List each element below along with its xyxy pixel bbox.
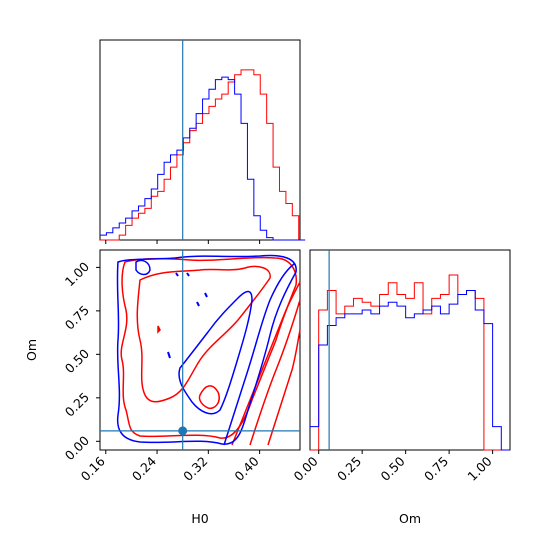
om-x-tick-label-5: 1.00 (464, 453, 494, 483)
h0-histogram-series-2 (100, 76, 306, 241)
contour-red-inner (136, 265, 271, 403)
contour-red-edge-3 (267, 329, 301, 446)
h0-histogram-series-1 (100, 69, 306, 241)
contour-truth-point (178, 426, 188, 436)
contour-y-ticks: 0.00 0.25 0.50 0.75 1.00 (62, 259, 100, 463)
om-histogram-panel: 0.00 0.25 0.50 0.75 1.00 Om (291, 249, 511, 526)
contour-blue-inner (178, 290, 253, 415)
h0-histogram-frame (99, 39, 301, 241)
contour-y-tick-label-3: 0.50 (62, 346, 92, 376)
y-axis-label-om: Om (24, 339, 39, 361)
h0-histogram-series (100, 40, 306, 241)
contour-blue-island (135, 259, 151, 276)
contour-red-edge-2 (249, 299, 301, 446)
contour-blue-dot-4 (196, 301, 200, 307)
contour-lines (116, 254, 301, 446)
contour-x-tick-label-4: 0.40 (231, 453, 261, 483)
contour-blue-dot-1 (175, 272, 179, 277)
om-histogram-series-2 (310, 290, 510, 451)
om-x-tick-label-2: 0.25 (334, 454, 364, 484)
contour-red-island (198, 385, 220, 410)
om-x-tick-label-1: 0.00 (291, 453, 321, 483)
contour-y-tick-label-4: 0.75 (62, 302, 92, 332)
contour-red-outer (120, 256, 298, 439)
x-axis-label-h0: H0 (191, 511, 208, 526)
contour-blue-dot-2 (186, 272, 190, 277)
contour-blue-dot-3 (204, 292, 208, 298)
om-histogram-series (310, 250, 510, 451)
contour-y-tick-label-1: 0.00 (62, 433, 92, 463)
om-histogram-frame (309, 249, 511, 451)
om-x-tick-label-4: 0.75 (421, 454, 451, 484)
om-histogram-series-1 (310, 274, 510, 451)
contour-x-tick-label-1: 0.16 (78, 453, 108, 483)
contour-truth-markers (100, 250, 300, 450)
contour-frame (99, 249, 301, 451)
h0-om-contour-panel: 0.16 0.24 0.32 0.40 0.00 0.25 0.50 0.75 1.00 H0… (24, 249, 301, 526)
om-histogram-x-ticks: 0.00 0.25 0.50 0.75 1.00 (291, 450, 495, 484)
x-axis-label-om: Om (399, 511, 421, 526)
contour-blue-dot-5 (167, 351, 171, 359)
contour-y-tick-label-5: 1.00 (62, 259, 92, 289)
contour-blue-edge (223, 263, 295, 446)
om-x-tick-label-3: 0.50 (377, 453, 407, 483)
h0-histogram-tick-marks (105, 240, 261, 244)
contour-x-tick-label-2: 0.24 (129, 453, 159, 483)
h0-histogram-panel (99, 39, 306, 244)
contour-red-edge-1 (231, 281, 301, 446)
contour-x-ticks: 0.16 0.24 0.32 0.40 (78, 450, 262, 484)
contour-blue-outer (116, 254, 297, 445)
contour-red-dot (157, 325, 161, 334)
contour-x-tick-label-3: 0.32 (180, 454, 210, 484)
contour-y-tick-label-2: 0.25 (62, 389, 92, 419)
